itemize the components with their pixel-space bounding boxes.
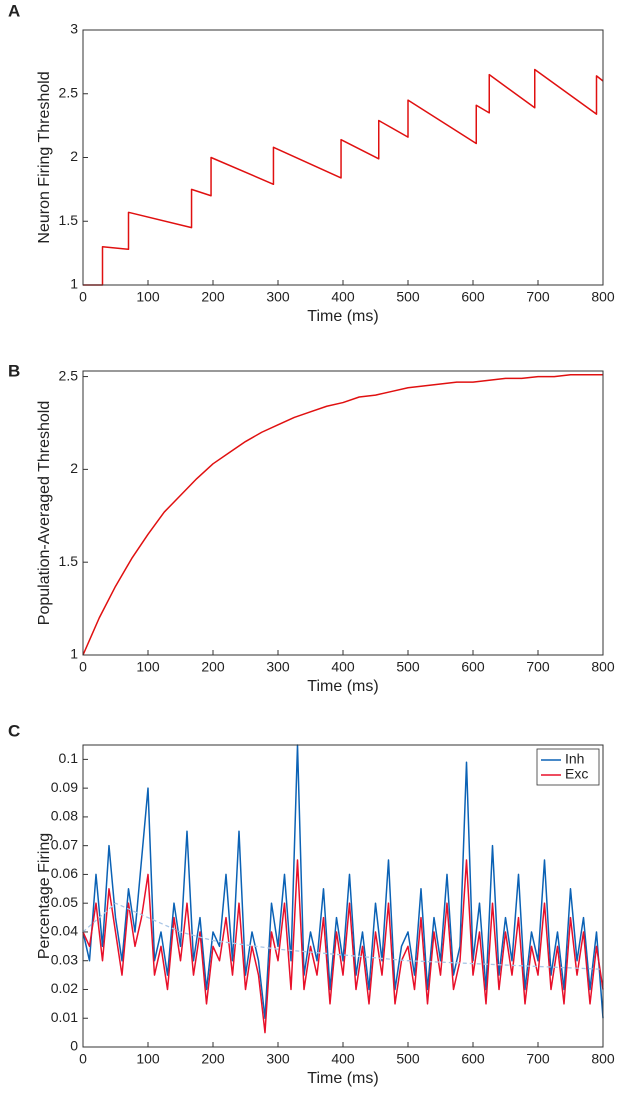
y-tick-label: 1 (70, 646, 78, 662)
y-tick-label: 0.09 (51, 779, 78, 795)
x-tick-label: 300 (266, 659, 290, 675)
x-tick-label: 600 (461, 659, 485, 675)
axes-frame (82, 29, 604, 286)
x-tick-label: 0 (79, 659, 87, 675)
x-tick-label: 700 (526, 289, 550, 305)
y-axis-label: Population-Averaged Threshold (36, 401, 53, 625)
x-tick-label: 400 (331, 1051, 355, 1067)
legend-label: Exc (565, 766, 588, 782)
series-line (82, 859, 604, 1034)
y-tick-label: 0.08 (51, 808, 78, 824)
y-tick-label: 0 (70, 1038, 78, 1054)
x-tick-label: 500 (396, 659, 420, 675)
x-tick-label: 200 (201, 1051, 225, 1067)
y-tick-label: 1 (70, 276, 78, 292)
y-tick-label: 3 (70, 21, 78, 37)
x-tick-label: 200 (201, 289, 225, 305)
x-tick-label: 700 (526, 659, 550, 675)
x-axis-label: Time (ms) (307, 1070, 378, 1087)
y-tick-label: 0.05 (51, 894, 78, 910)
x-tick-label: 600 (461, 1051, 485, 1067)
series-line (82, 744, 604, 1019)
axes-frame (82, 370, 604, 656)
y-tick-label: 0.02 (51, 980, 78, 996)
x-tick-label: 600 (461, 289, 485, 305)
x-tick-label: 200 (201, 659, 225, 675)
y-tick-label: 1.5 (59, 212, 79, 228)
x-tick-label: 500 (396, 1051, 420, 1067)
series-line (83, 68, 604, 286)
x-tick-label: 100 (136, 659, 160, 675)
x-axis-label: Time (ms) (307, 678, 378, 695)
x-tick-label: 100 (136, 289, 160, 305)
series-line (82, 373, 603, 656)
y-tick-label: 0.07 (51, 836, 78, 852)
y-tick-label: 2.5 (59, 367, 79, 383)
axes-frame (82, 744, 604, 1048)
panel-label: A (8, 1, 20, 20)
x-tick-label: 400 (331, 659, 355, 675)
panel-label: C (8, 721, 20, 740)
y-tick-label: 2 (70, 460, 78, 476)
x-tick-label: 800 (591, 289, 615, 305)
y-axis-label: Neuron Firing Threshold (36, 71, 53, 243)
x-tick-label: 400 (331, 289, 355, 305)
x-tick-label: 300 (266, 289, 290, 305)
x-tick-label: 700 (526, 1051, 550, 1067)
y-axis-label: Percentage Firing (36, 833, 53, 959)
legend-box (536, 748, 600, 786)
x-tick-label: 800 (591, 659, 615, 675)
legend-label: Inh (565, 751, 584, 767)
x-tick-label: 500 (396, 289, 420, 305)
x-tick-label: 0 (79, 1051, 87, 1067)
x-tick-label: 0 (79, 289, 87, 305)
y-tick-label: 2 (70, 148, 78, 164)
x-tick-label: 300 (266, 1051, 290, 1067)
x-tick-label: 100 (136, 1051, 160, 1067)
x-axis-label: Time (ms) (307, 308, 378, 325)
y-tick-label: 0.1 (59, 750, 79, 766)
y-tick-label: 0.03 (51, 951, 78, 967)
x-tick-label: 800 (591, 1051, 615, 1067)
trend-line (82, 902, 604, 970)
y-tick-label: 0.04 (51, 923, 78, 939)
y-tick-label: 2.5 (59, 84, 79, 100)
y-tick-label: 1.5 (59, 553, 79, 569)
y-tick-label: 0.06 (51, 865, 78, 881)
panel-label: B (8, 361, 20, 380)
y-tick-label: 0.01 (51, 1009, 78, 1025)
